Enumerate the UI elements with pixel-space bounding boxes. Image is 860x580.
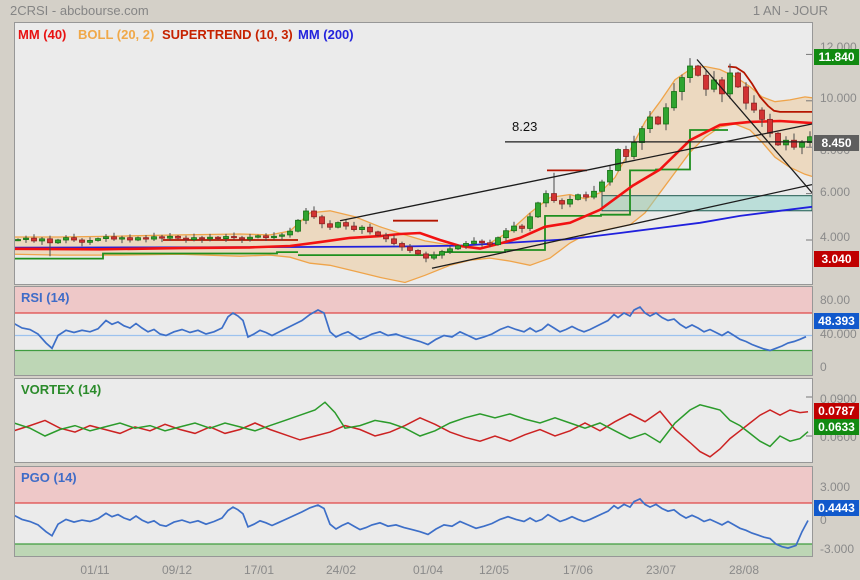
- trendline: [696, 59, 812, 194]
- supertrend-line: [727, 65, 812, 113]
- date-label: 09/12: [161, 563, 193, 577]
- candlesticks: [15, 58, 812, 263]
- value-badge: 3.040: [814, 251, 859, 267]
- value-badge: 0.0787: [814, 403, 859, 419]
- date-label: 17/01: [243, 563, 275, 577]
- legend-item-3: MM (200): [298, 27, 354, 42]
- supertrend-line: [440, 129, 728, 254]
- value-badge: 0.4443: [814, 500, 859, 516]
- legend-item-2: SUPERTREND (10, 3): [162, 27, 293, 42]
- axis-label: 0: [820, 360, 827, 374]
- date-label: 23/07: [645, 563, 677, 577]
- pgo-panel[interactable]: PGO (14): [14, 466, 813, 557]
- supertrend-line: [15, 251, 298, 260]
- vortex-panel-label: VORTEX (14): [21, 382, 102, 397]
- axis-label: 40.000: [820, 327, 857, 341]
- axis-label: 80.00: [820, 293, 851, 307]
- main-chart-canvas[interactable]: [15, 23, 812, 284]
- rsi-panel-label: RSI (14): [21, 290, 70, 305]
- pgo-line: [15, 497, 809, 549]
- vortex-plus-line: [15, 401, 809, 448]
- rsi-panel[interactable]: RSI (14): [14, 286, 813, 376]
- date-label: 12/05: [478, 563, 510, 577]
- legend-item-1: BOLL (20, 2): [78, 27, 155, 42]
- value-badge: 48.393: [814, 313, 859, 329]
- value-badge: 8.450: [814, 135, 859, 151]
- trendline: [339, 123, 812, 222]
- bollinger-fill: [15, 66, 812, 283]
- trendline: [431, 183, 812, 269]
- pgo-panel-label: PGO (14): [21, 470, 77, 485]
- pgo-canvas[interactable]: [15, 467, 812, 556]
- timeframe-label: 1 AN - JOUR: [752, 3, 828, 18]
- main-chart-panel[interactable]: MM (40) BOLL (20, 2) SUPERTREND (10, 3) MM …: [14, 22, 813, 285]
- page-title: 2CRSI - abcbourse.com: [10, 3, 149, 18]
- rsi-canvas[interactable]: [15, 287, 812, 375]
- mm40-line: [15, 119, 812, 251]
- value-badge: 0.0633: [814, 419, 859, 435]
- date-label: 24/02: [325, 563, 357, 577]
- mm200-line: [15, 205, 812, 249]
- axis-label: -3.000: [820, 542, 855, 556]
- rsi-line: [15, 305, 807, 352]
- vortex-minus-line: [15, 409, 809, 458]
- indicator-legend: MM (40) BOLL (20, 2) SUPERTREND (10, 3) MM …: [15, 23, 812, 43]
- value-badge: 11.840: [814, 49, 859, 65]
- axis-label: 10.000: [820, 91, 857, 105]
- legend-item-0: MM (40): [18, 27, 67, 42]
- axis-label: 0.0900: [820, 392, 857, 406]
- axis-label: 0: [820, 513, 827, 527]
- date-label: 28/08: [728, 563, 760, 577]
- vortex-panel[interactable]: VORTEX (14): [14, 378, 813, 463]
- date-label: 01/11: [80, 563, 110, 577]
- header: 2CRSI - abcbourse.com 1 AN - JOUR: [0, 0, 860, 21]
- price-annotation: 8.23: [512, 119, 538, 134]
- vortex-canvas[interactable]: [15, 379, 812, 462]
- date-label: 17/06: [562, 563, 594, 577]
- axis-label: 4.000: [820, 230, 851, 244]
- date-label: 01/04: [412, 563, 444, 577]
- axis-label: 3.000: [820, 480, 851, 494]
- support-zone: [601, 195, 812, 212]
- axis-label: 6.000: [820, 185, 851, 199]
